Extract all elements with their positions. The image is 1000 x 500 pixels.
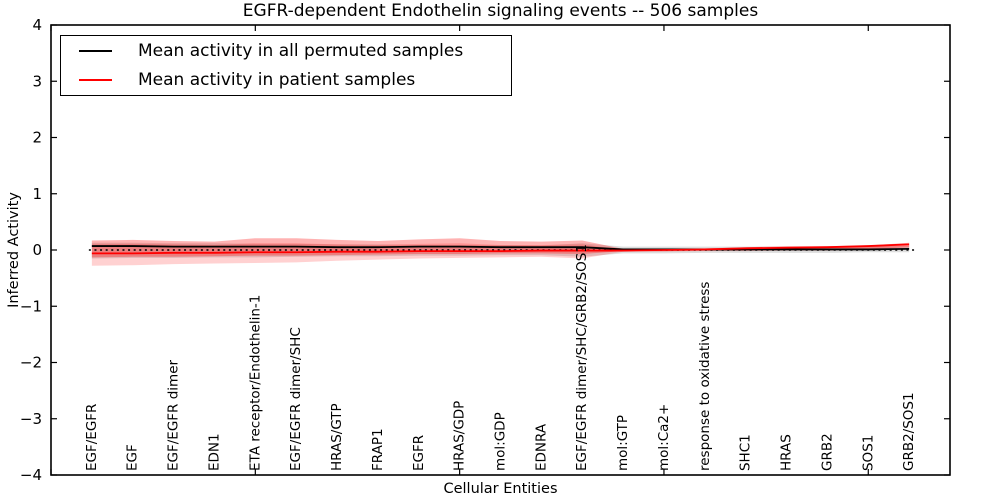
y-tick-label: −1 — [20, 297, 42, 315]
category-label-8: EGFR — [411, 435, 427, 471]
legend-entry-patient: Mean activity in patient samples — [71, 69, 501, 92]
category-label-15: response to oxidative stress — [697, 282, 713, 471]
category-label-9: HRAS/GDP — [452, 401, 468, 471]
category-label-17: HRAS — [779, 434, 795, 471]
category-label-5: EGF/EGFR dimer/SHC — [288, 327, 304, 471]
y-axis-label: Inferred Activity — [6, 192, 22, 308]
category-label-1: EGF — [125, 444, 141, 471]
category-label-11: EDNRA — [533, 423, 549, 471]
legend-label-patient: Mean activity in patient samples — [138, 69, 416, 90]
category-label-10: mol:GDP — [493, 412, 509, 471]
category-label-7: FRAP1 — [370, 428, 386, 471]
category-label-0: EGF/EGFR — [84, 404, 100, 471]
y-tick-label: 1 — [32, 185, 42, 203]
legend: Mean activity in all permuted samples Me… — [60, 35, 512, 96]
category-label-3: EDN1 — [206, 433, 222, 471]
category-label-19: SOS1 — [860, 435, 876, 471]
legend-line-sample-permuted — [79, 50, 112, 53]
y-tick-label: 4 — [32, 16, 42, 34]
category-label-2: EGF/EGFR dimer — [166, 359, 182, 471]
category-label-14: mol:Ca2+ — [656, 404, 672, 471]
category-label-18: GRB2 — [819, 433, 835, 471]
legend-entry-permuted: Mean activity in all permuted samples — [71, 40, 501, 63]
y-tick-label: −3 — [20, 410, 42, 428]
category-label-4: ETA receptor/Endothelin-1 — [247, 295, 263, 471]
series-line-1 — [91, 243, 910, 255]
series-layer — [91, 243, 910, 255]
legend-label-permuted: Mean activity in all permuted samples — [138, 41, 464, 62]
y-tick-label: −2 — [20, 354, 42, 372]
legend-line-sample-patient — [79, 78, 112, 81]
x-axis-label: Cellular Entities — [443, 481, 558, 497]
y-tick-labels: −4 −3 −2 −1 0 1 2 3 4 — [20, 16, 42, 484]
y-tick-label: 0 — [32, 241, 42, 259]
chart-title: EGFR-dependent Endothelin signaling even… — [242, 1, 759, 21]
category-label-6: HRAS/GTP — [329, 403, 345, 471]
y-tick-label: −4 — [20, 466, 42, 484]
category-label-13: mol:GTP — [615, 415, 631, 471]
category-label-20: GRB2/SOS1 — [901, 392, 917, 471]
category-label-16: SHC1 — [738, 434, 754, 471]
y-tick-label: 2 — [32, 129, 42, 147]
category-label-12: EGF/EGFR dimer/SHC/GRB2/SOS1 — [574, 244, 590, 471]
series-line-0 — [91, 245, 910, 251]
y-tick-label: 3 — [32, 72, 42, 90]
axis-ticks — [50, 24, 950, 476]
category-labels: EGF/EGFR EGF EGF/EGFR dimer EDN1 ETA recepto… — [84, 244, 917, 471]
